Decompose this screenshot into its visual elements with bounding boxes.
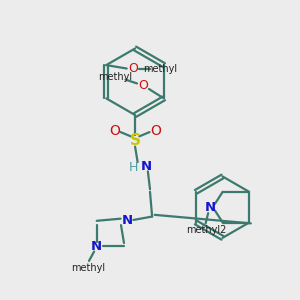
Text: O: O [128,61,138,75]
Text: S: S [130,133,141,148]
Text: O: O [150,124,161,138]
Text: methyl: methyl [71,263,105,273]
Text: N: N [204,201,215,214]
Text: methyl: methyl [143,64,177,74]
Text: H: H [129,160,138,174]
Text: N: N [141,160,152,173]
Text: methyl2: methyl2 [186,225,226,235]
Text: N: N [91,240,102,253]
Text: O: O [138,79,148,92]
Text: methyl: methyl [99,72,133,82]
Text: N: N [122,214,133,227]
Text: O: O [109,124,120,138]
